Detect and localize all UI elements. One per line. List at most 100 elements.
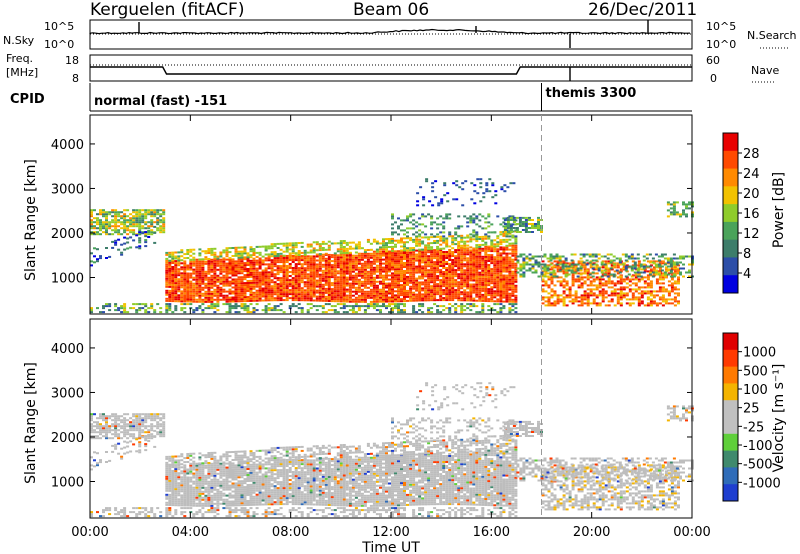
power-cell: [342, 240, 346, 242]
power-cell: [592, 288, 596, 291]
power-cell: [114, 209, 118, 212]
power-cell: [312, 261, 316, 264]
power-cell: [144, 211, 148, 214]
power-cell: [297, 289, 301, 292]
power-cell: [327, 294, 331, 296]
power-cell: [484, 273, 488, 276]
power-cell: [336, 296, 340, 299]
power-cell: [487, 298, 491, 301]
power-cell: [433, 235, 437, 238]
power-cell: [264, 259, 268, 262]
power-cell: [330, 268, 334, 271]
power-cell: [519, 269, 523, 272]
power-cell: [255, 267, 259, 270]
power-cell: [309, 295, 313, 298]
power-cell: [601, 294, 605, 297]
power-cell: [397, 284, 400, 287]
power-cell: [264, 247, 268, 250]
power-cell: [228, 303, 232, 306]
power-cell: [249, 246, 253, 249]
power-cell: [282, 269, 286, 271]
power-cell: [616, 276, 620, 279]
power-cell: [267, 253, 271, 256]
power-cell: [406, 295, 409, 298]
power-cell: [508, 300, 512, 303]
power-cell: [111, 246, 115, 249]
power-cell: [375, 296, 379, 299]
power-cell: [231, 292, 235, 295]
power-cell: [595, 278, 599, 281]
power-cell: [627, 273, 631, 276]
power-cell: [354, 276, 358, 279]
power-cell: [415, 281, 419, 284]
power-cell: [508, 238, 512, 241]
power-cell: [439, 285, 443, 288]
power-cell: [165, 261, 169, 264]
power-cell: [385, 258, 388, 261]
power-cell: [412, 251, 416, 254]
power-cell: [303, 253, 307, 256]
power-cell: [171, 276, 175, 278]
power-cell: [234, 252, 238, 255]
power-cell: [409, 247, 413, 250]
power-cell: [613, 294, 617, 297]
power-cell: [442, 235, 446, 238]
power-cell: [333, 266, 337, 269]
power-cell: [246, 276, 250, 278]
power-cell: [240, 282, 244, 285]
power-cell: [366, 272, 370, 275]
power-cell: [321, 293, 325, 296]
power-cell: [129, 223, 133, 226]
power-cell: [336, 298, 340, 301]
power-cell: [379, 242, 382, 245]
power-cell: [234, 290, 238, 293]
power-cell: [679, 267, 682, 270]
power-cell: [397, 272, 400, 275]
power-cell: [183, 253, 187, 256]
power-cell: [216, 280, 220, 283]
power-cell: [267, 293, 271, 296]
power-cell: [132, 239, 136, 242]
power-cell: [315, 283, 319, 286]
power-cell: [321, 291, 325, 294]
power-cell: [261, 275, 265, 278]
power-cell: [496, 270, 500, 273]
power-cell: [360, 272, 364, 275]
power-cell: [430, 263, 434, 266]
power-cell: [315, 259, 319, 262]
power-cell: [561, 267, 565, 270]
power-cell: [481, 303, 485, 306]
power-cell: [457, 263, 461, 266]
power-cell: [231, 280, 235, 283]
power-cell: [150, 307, 154, 310]
power-cell: [93, 247, 96, 250]
power-cell: [463, 293, 467, 296]
power-cell: [369, 262, 373, 265]
power-cell: [294, 279, 298, 282]
power-cell: [177, 264, 181, 267]
power-cell: [430, 255, 434, 258]
power-cell: [138, 213, 142, 216]
power-cell: [375, 248, 379, 251]
power-cell: [379, 256, 382, 259]
power-cell: [391, 280, 394, 283]
power-cell: [595, 302, 599, 305]
power-cell: [424, 281, 428, 284]
power-cell: [648, 253, 652, 256]
power-cell: [168, 273, 172, 276]
power-cell: [336, 300, 340, 303]
power-cell: [198, 294, 202, 297]
power-cell: [207, 278, 211, 281]
power-cell: [174, 274, 178, 277]
power-cell: [385, 276, 388, 279]
power-cell: [243, 282, 247, 285]
power-cell: [303, 259, 307, 262]
power-cell: [333, 309, 337, 312]
power-cell: [222, 296, 226, 299]
power-cell: [372, 252, 376, 255]
power-cell: [342, 294, 346, 297]
power-cell: [99, 209, 102, 212]
power-cell: [454, 227, 458, 230]
power-cell: [309, 245, 313, 248]
